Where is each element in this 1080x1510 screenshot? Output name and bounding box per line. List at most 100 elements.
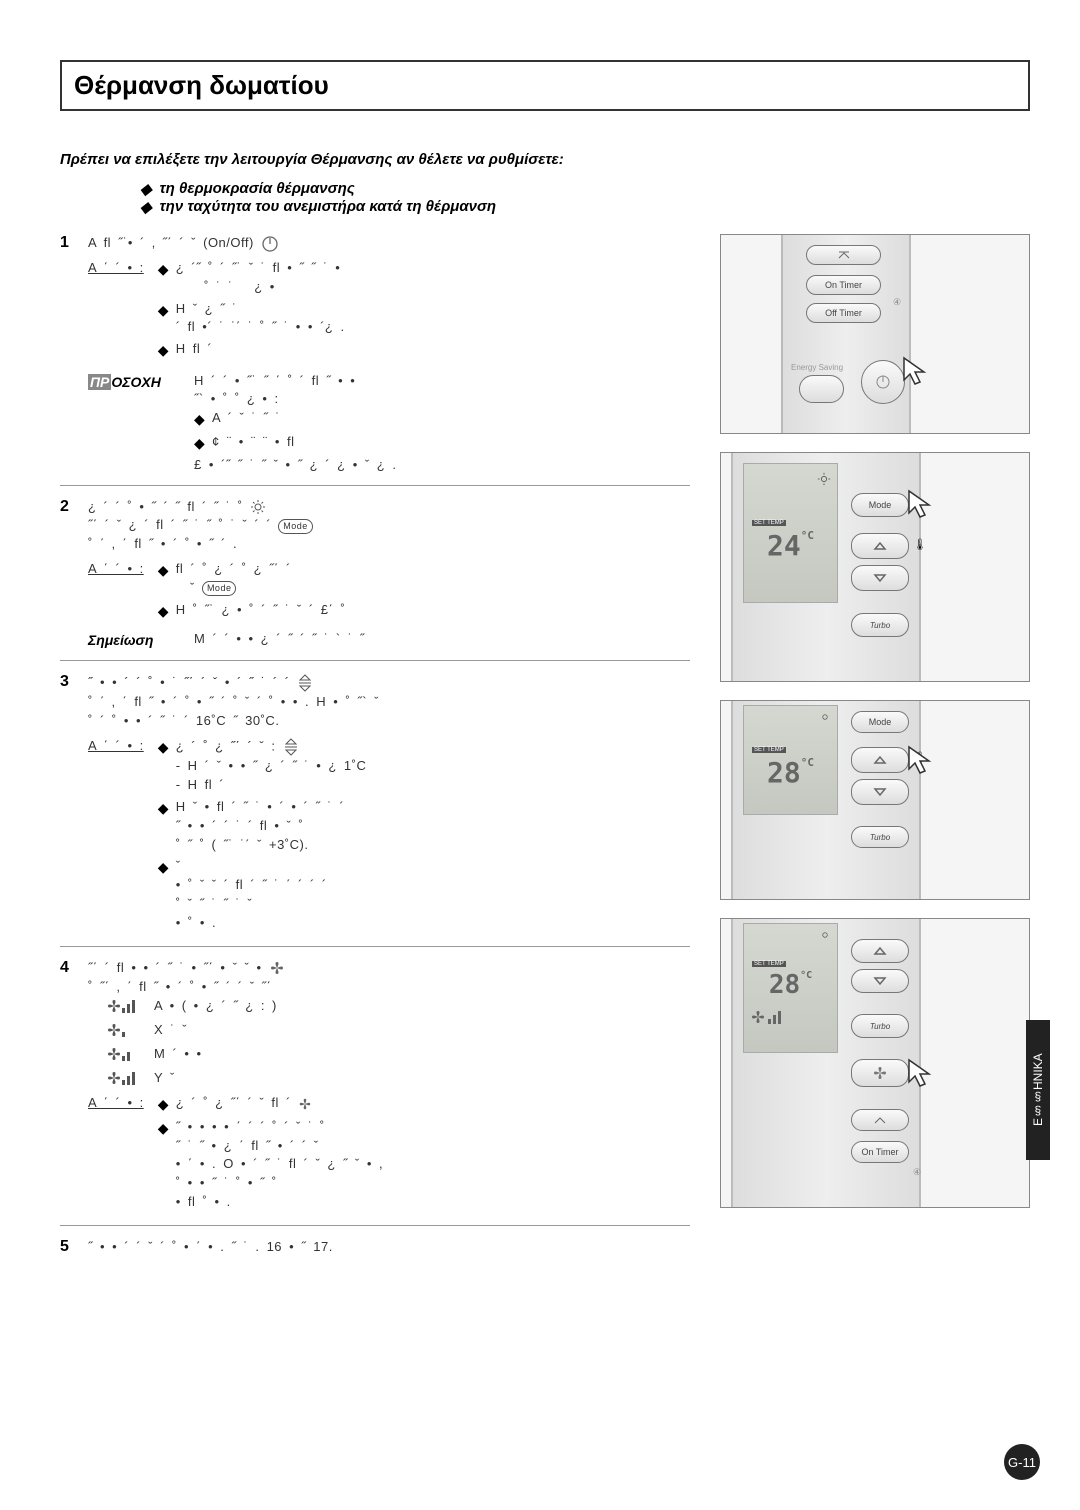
sun-icon — [817, 472, 831, 486]
intro-text: Πρέπει να επιλέξετε την λειτουργία Θέρμα… — [60, 151, 1030, 168]
step-number: 1 — [60, 234, 78, 475]
fan-high-icon — [108, 1068, 142, 1088]
apotelesma-label: A ΄ ´ • : — [88, 560, 144, 624]
diamond-icon: ◆ — [140, 180, 152, 198]
diamond-icon: ◆ — [158, 1094, 168, 1114]
diamond-icon: ◆ — [194, 433, 204, 453]
step2-note: M ´ ´ • • ¿ ´ ˝ ´ ˝ ˙ ` ˙ ˝ — [194, 630, 690, 650]
step3-b3: ˇ • ˚ ˇ ˇ ´ fl ´ ˝ ˙ ΄ ´ ´ ´ ˚ ˇ ˝ ˙ ˝ ˙… — [176, 857, 327, 932]
intro-bullets: ◆ τη θερμοκρασία θέρμανσης ◆ την ταχύτητα … — [140, 180, 1030, 216]
up-down-icon — [297, 673, 313, 693]
diamond-icon: ◆ — [158, 798, 168, 855]
remote-figure-1: On Timer Off Timer ④ Energy Saving — [720, 234, 1030, 434]
degc: °C — [800, 970, 812, 981]
remote-figure-3: SET TEMP 28°C Mode 🌡 Turbo — [720, 700, 1030, 900]
step4-lines: ˝΄ ´ fl • • ´ ˝ ˙ • ˝΄ • ˇ ˇ • ˚ ˝΄ ‚ ΄ … — [88, 959, 690, 997]
swing-button — [806, 245, 881, 265]
set-temp-label: SET TEMP — [752, 520, 786, 526]
step-3: 3 ˝ • • ´ ´ ˚ • ˙ ˝΄ ´ ˇ • ´ ˝ ˙ ´ ´ ˚ ΄… — [60, 673, 690, 946]
degc: °C — [801, 756, 814, 769]
text-column: 1 A fl ˝˙• ´ ‚ ˝΄ ´ ˇ (On/Off) A ΄ ´ • :… — [60, 234, 690, 1279]
title-box: Θέρμανση δωματίου — [60, 60, 1030, 111]
apotelesma-label: A ΄ ´ • : — [88, 259, 144, 364]
fan-high: Y ˇ — [154, 1069, 175, 1088]
diamond-icon: ◆ — [158, 857, 168, 932]
step5-line: ˝ • • ´ ´ ˇ ´ ˚ • ΄ • . ˝ ˙ . 16 • ˝ 17. — [88, 1238, 690, 1257]
cursor-icon — [901, 483, 941, 523]
page-number: G-11 — [1004, 1444, 1040, 1480]
step-1: 1 A fl ˝˙• ´ ‚ ˝΄ ´ ˇ (On/Off) A ΄ ´ • :… — [60, 234, 690, 486]
prosoxi-line1: H ´ ´ • ˝˙ ˝ ΄ ˚ ´ fl ˝ • • ˝` • ˚ ˚ ¿ •… — [194, 372, 690, 410]
step-5: 5 ˝ • • ´ ´ ˇ ´ ˚ • ΄ • . ˝ ˙ . 16 • ˝ 1… — [60, 1238, 690, 1267]
sun-icon — [250, 499, 266, 515]
prosoxi-b1: A ´ ˇ ˙ ˝ ˙ — [212, 409, 280, 429]
on-timer-button: On Timer — [851, 1141, 909, 1163]
step2-b2: H ˚ ˝˙ ¿ • ˚ ´ ˝ ˙ ˇ ´ £΄ ˚ — [176, 601, 346, 621]
up-down-icon — [283, 737, 299, 757]
temp-down-button — [851, 565, 909, 591]
step-number: 3 — [60, 673, 78, 935]
apotelesma-label: A ΄ ´ • : — [88, 1094, 144, 1215]
step1-b2: H ˇ ¿ ˝ ˙ ´ fl •´ ˙ ˙΄ ˙ ˚ ˝ ˙ • • ´¿ . — [176, 300, 345, 338]
sun-icon — [819, 929, 831, 941]
temp-down-button — [851, 969, 909, 993]
temp-up-button — [851, 533, 909, 559]
step1-b1: ¿ ´˝ ˚ ´ ˝˙ ˇ ˙ fl • ˝ ˝ ˙ • ˚ ˙ ˙ ¿ • — [176, 259, 341, 297]
temp-down-button — [851, 779, 909, 805]
onoff-text: (On/Off) — [203, 235, 254, 250]
step1-b3: H fl ´ — [176, 340, 212, 360]
diamond-icon: ◆ — [158, 300, 168, 338]
temp-up-button — [851, 939, 909, 963]
prosoxi-b2: ¢ ¨ • ¨ ¨ • fl — [212, 433, 295, 453]
simeiosi-label: Σημείωση — [88, 630, 180, 650]
fan-low-icon — [108, 1020, 142, 1040]
diamond-icon: ◆ — [158, 1118, 168, 1212]
fan-icon — [269, 960, 285, 976]
step1-line: A fl ˝˙• ´ ‚ ˝΄ ´ ˇ — [88, 235, 196, 250]
step-number: 5 — [60, 1238, 78, 1257]
step-4: 4 ˝΄ ´ fl • • ´ ˝ ˙ • ˝΄ • ˇ ˇ • ˚ ˝΄ ‚ … — [60, 959, 690, 1226]
prosoxi-line2: £ • ´˝ ˝ ˙ ˝ ˇ • ˝ ¿ ´ ¿ • ˇ ¿ . — [194, 456, 690, 475]
remote-images-column: On Timer Off Timer ④ Energy Saving SET T… — [720, 234, 1030, 1279]
cursor-icon — [896, 350, 936, 390]
fan-speed-list: A • ( • ¿ ´ ˝ ¿ : ) X ˙ ˇ M ´ • • Y ˇ — [108, 996, 690, 1088]
mode-pill: Mode — [202, 581, 237, 596]
step3-b2: H ˇ • fl ´ ˝ ˙ • ´ • ´ ˝ ˙ ´ ˝ • • ´ ´ ˙… — [176, 798, 344, 855]
fan-med-icon — [108, 1044, 142, 1064]
step3-b1: ¿ ´ ˚ ¿ ˝΄ ´ ˇ : - H ´ ˇ • • ˝ ¿ ´ ˝ ˙ •… — [176, 737, 367, 795]
fan-speed-icon — [752, 1008, 792, 1026]
on-timer-button: On Timer — [806, 275, 881, 295]
cursor-icon — [901, 739, 941, 779]
set-temp-label: SET TEMP — [752, 961, 786, 967]
diamond-icon: ◆ — [158, 560, 168, 598]
diamond-icon: ◆ — [140, 198, 152, 216]
turbo-button: Turbo — [851, 613, 909, 637]
intro-bullet-2: την ταχύτητα του ανεμιστήρα κατά τη θέρμ… — [160, 198, 497, 216]
power-icon — [261, 235, 279, 253]
intro-bullet-1: τη θερμοκρασία θέρμανσης — [160, 180, 355, 198]
diamond-icon: ◆ — [194, 409, 204, 429]
fan-med: M ´ • • — [154, 1045, 202, 1064]
language-tab: E§§HNIKA — [1026, 1020, 1050, 1160]
diamond-icon: ◆ — [158, 601, 168, 621]
page-title: Θέρμανση δωματίου — [74, 70, 1016, 101]
mode-pill: Mode — [278, 519, 313, 534]
prosoxi-label: ΠΡΟΣΟΧΗ — [88, 372, 180, 475]
energy-saving-label: Energy Saving — [791, 363, 843, 372]
remote-figure-4: SET TEMP 28°C Turbo On Timer ④ — [720, 918, 1030, 1208]
turbo-button: Turbo — [851, 826, 909, 848]
diamond-icon: ◆ — [158, 340, 168, 360]
page: Θέρμανση δωματίου Πρέπει να επιλέξετε τη… — [0, 0, 1080, 1319]
step-number: 4 — [60, 959, 78, 1215]
turbo-button: Turbo — [851, 1014, 909, 1038]
off-timer-button: Off Timer — [806, 303, 881, 323]
diamond-icon: ◆ — [158, 259, 168, 297]
step4-b1: ¿ ´ ˚ ¿ ˝΄ ´ ˇ fl ´ — [176, 1094, 312, 1114]
temp-value: 24 — [767, 529, 801, 562]
fan-icon — [298, 1097, 312, 1111]
temp-value: 28 — [767, 756, 801, 789]
degc: °C — [801, 529, 814, 542]
temp-value: 28 — [769, 970, 800, 1000]
set-temp-label: SET TEMP — [752, 747, 786, 753]
fan-auto: A • ( • ¿ ´ ˝ ¿ : ) — [154, 997, 277, 1016]
